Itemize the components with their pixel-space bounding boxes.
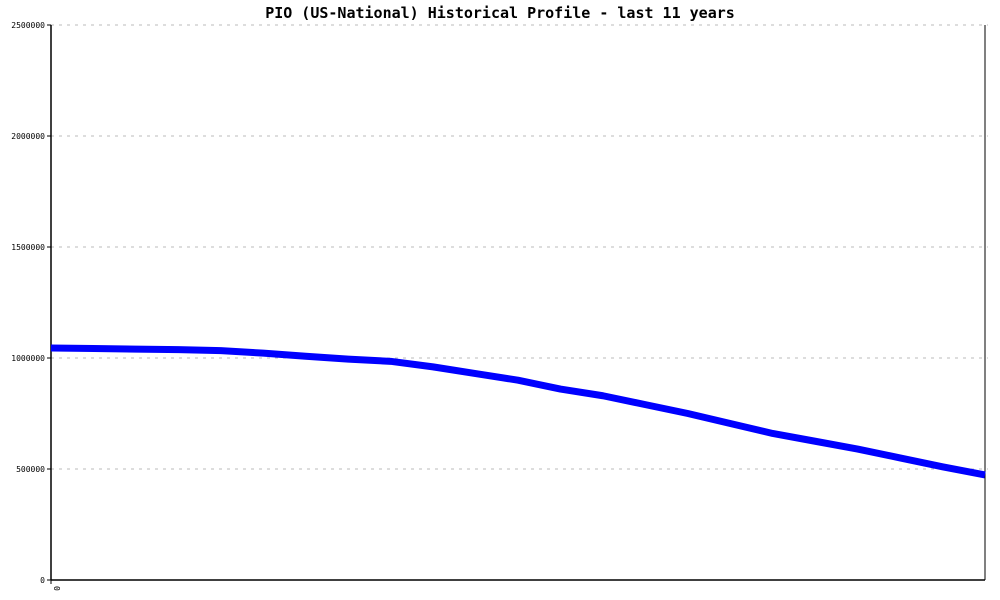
series-line [50,344,986,479]
y-tick-label: 500000 [16,465,45,474]
y-tick-label: 0 [40,576,45,585]
chart-title: PIO (US-National) Historical Profile - l… [265,4,735,22]
y-tick-label: 2000000 [11,132,45,141]
x-tick-label: 0 [52,586,61,591]
y-tick-label: 1500000 [11,243,45,252]
y-tick-label: 2500000 [11,21,45,30]
y-tick-label: 1000000 [11,354,45,363]
